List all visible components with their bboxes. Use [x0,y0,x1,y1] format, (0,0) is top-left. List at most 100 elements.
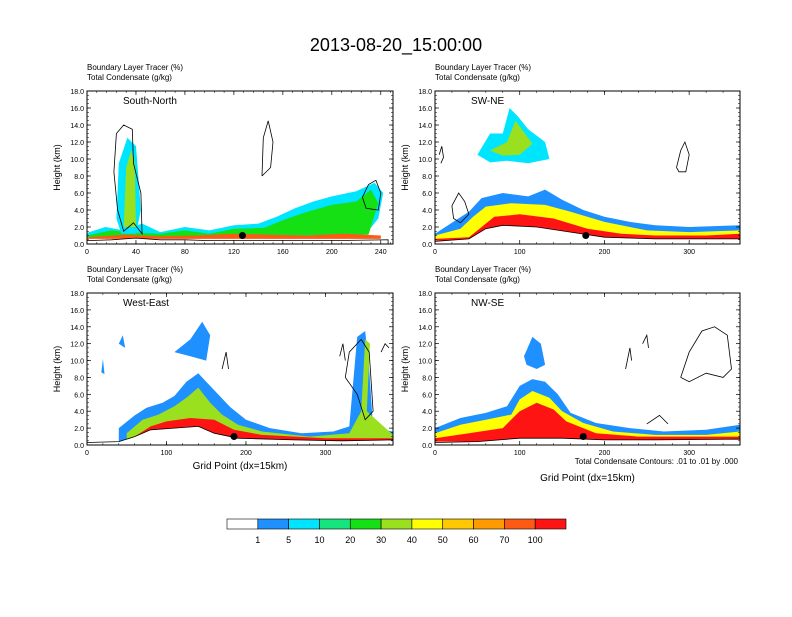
condensate-contour-1 [625,347,632,370]
tracer-region-2 [87,189,379,238]
condensate-contour-4 [221,352,229,370]
y-tick-label: 6.0 [422,392,432,399]
plot-area [87,293,393,445]
condensate-contour-2 [261,120,274,177]
y-tick-label: 12.0 [418,342,432,349]
field-label: Boundary Layer Tracer (%) [87,63,183,72]
y-tick-label: 4.0 [74,208,84,215]
tracer-region-6 [118,335,126,348]
y-tick-label: 18.0 [418,291,432,298]
y-tick-label: 2.0 [422,225,432,232]
y-tick-label: 8.0 [422,375,432,382]
y-tick-label: 18.0 [70,291,84,298]
y-tick-label: 6.0 [74,191,84,198]
colorbar-label: 20 [345,535,355,545]
location-marker [579,433,587,441]
y-tick-label: 16.0 [418,106,432,113]
field-label: Boundary Layer Tracer (%) [435,63,531,72]
y-tick-label: 16.0 [70,308,84,315]
field-label: Boundary Layer Tracer (%) [435,265,531,274]
x-tick-label: 0 [85,450,89,457]
x-tick-label: 0 [85,249,89,256]
tracer-region-3 [87,233,381,239]
colorbar-label: 10 [314,535,324,545]
x-tick-label: 300 [683,249,695,256]
y-tick-label: 16.0 [70,106,84,113]
colorbar-label: 50 [438,535,448,545]
x-tick-label: 120 [228,249,240,256]
panel-title: South-North [123,96,177,107]
condensate-contour-3 [680,326,732,383]
terrain [87,425,393,445]
colorbar-label: 30 [376,535,386,545]
terrain [435,437,740,445]
x-tick-label: 300 [683,450,695,457]
y-tick-label: 4.0 [74,409,84,416]
condensate-contour-1 [113,124,143,236]
condensate-contour-2 [451,192,470,224]
y-tick-label: 10.0 [418,157,432,164]
x-tick-label: 200 [240,450,252,457]
x-axis-label: Grid Point (dx=15km) [193,461,288,472]
field-label: Total Condensate (g/kg) [435,275,520,284]
y-axis-label: Height (km) [400,144,410,191]
x-axis-label: Grid Point (dx=15km) [540,473,635,484]
colorbar-swatch-1 [226,518,259,530]
location-marker [582,232,590,239]
y-axis-label: Height (km) [52,346,62,393]
y-tick-label: 8.0 [74,375,84,382]
y-tick-label: 4.0 [422,409,432,416]
x-tick-label: 100 [514,450,526,457]
y-tick-label: 0.0 [74,242,84,249]
y-tick-label: 6.0 [422,191,432,198]
y-tick-label: 18.0 [418,89,432,96]
y-tick-label: 10.0 [418,359,432,366]
x-tick-label: 100 [161,450,173,457]
y-tick-label: 14.0 [418,325,432,332]
x-tick-label: 0 [433,450,437,457]
plot-area [87,91,393,244]
plot-area [435,293,740,445]
y-tick-label: 14.0 [70,325,84,332]
colorbar-swatch-2 [257,518,289,530]
tracer-region-5 [174,321,211,361]
panel-3: Boundary Layer Tracer (%)Total Condensat… [52,265,394,472]
y-tick-label: 14.0 [418,123,432,130]
y-tick-label: 10.0 [70,359,84,366]
colorbar-label: 100 [528,535,543,545]
panel-title: SW-NE [471,96,504,107]
y-tick-label: 0.0 [422,242,432,249]
tracer-region-2 [126,339,393,442]
x-tick-label: 200 [599,450,611,457]
colorbar-swatch-10 [504,518,536,530]
colorbar-label: 40 [407,535,417,545]
condensate-contour-3 [362,179,382,211]
y-tick-label: 2.0 [74,426,84,433]
plot-area [435,91,770,244]
tracer-region-4 [101,358,105,375]
condensate-contour-2 [339,343,346,361]
condensate-contour-3 [765,138,770,189]
colorbar-label: 60 [469,535,479,545]
y-tick-label: 12.0 [70,342,84,349]
x-tick-label: 300 [320,450,332,457]
x-tick-label: 200 [326,249,338,256]
colorbar-swatch-9 [473,518,505,530]
x-tick-label: 80 [181,249,189,256]
panels: Boundary Layer Tracer (%)Total Condensat… [52,63,770,484]
panel-4: Boundary Layer Tracer (%)Total Condensat… [400,265,741,484]
field-label: Total Condensate (g/kg) [87,275,172,284]
colorbar-swatch-4 [319,518,351,530]
panel-title: West-East [123,298,169,309]
colorbar-label: 5 [286,535,291,545]
panel-2: Boundary Layer Tracer (%)Total Condensat… [400,63,770,256]
colorbar: 1 5 10 20 30 40 50 60 70 100 [226,518,567,545]
colorbar-label: 70 [499,535,509,545]
condensate-contour-1 [438,146,444,164]
y-tick-label: 8.0 [74,174,84,181]
condensate-contour-4 [676,140,690,173]
colorbar-swatch-5 [349,518,382,530]
x-tick-label: 40 [132,249,140,256]
colorbar-label: 1 [255,535,260,545]
